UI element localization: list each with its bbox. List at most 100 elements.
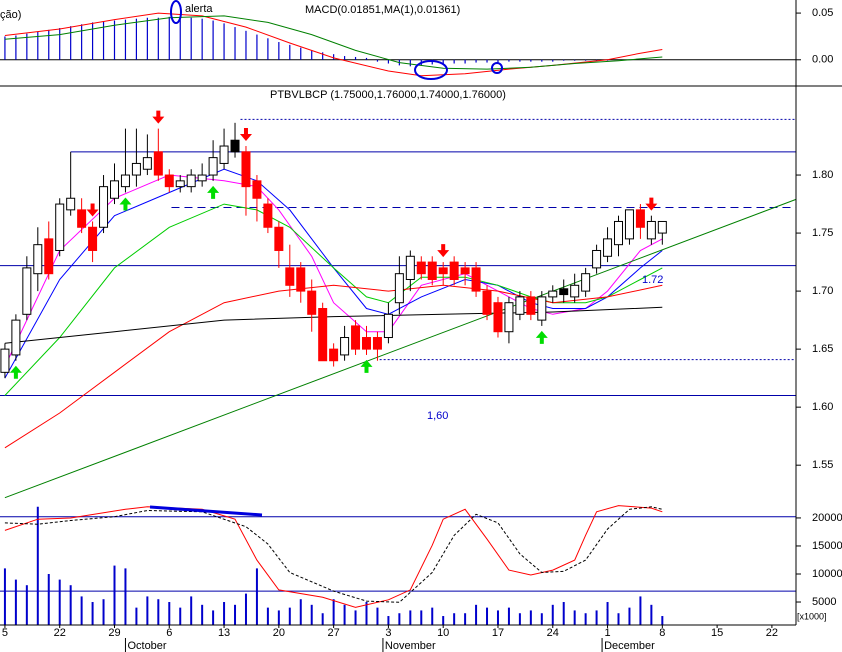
x-tick-label: 6 [166,627,172,639]
candle-body [482,290,492,315]
candle-body [66,197,76,211]
candle-body [208,157,218,176]
sell-arrow [437,244,450,258]
candle-body [164,174,174,188]
candle-body [55,203,65,251]
month-label: December [604,640,655,652]
x-tick-label: 15 [711,627,723,639]
buy-arrow [119,197,132,211]
candle-body [109,180,119,199]
candle-body [175,180,185,188]
x-tick-label: 27 [328,627,340,639]
candle-body [493,302,503,333]
candle-body [285,267,295,286]
candle-body [460,267,470,275]
candle-body [515,296,525,315]
candle-body [537,296,547,321]
candle-body [274,226,284,251]
sell-arrow [645,197,658,211]
candle-body [559,288,569,296]
candle-body [296,267,306,292]
candle-body [77,209,87,228]
candle-body [570,284,580,298]
indicator-line [4,15,663,70]
annotation: 1.72 [642,274,663,286]
annotation: ção) [0,9,21,21]
indicator-line [4,284,663,449]
candle-body [88,226,98,251]
candle-body [504,302,514,333]
x-tick-label: 13 [218,627,230,639]
candle-body [219,145,229,164]
indicator-line [4,203,663,396]
y-tick-label: 1.80 [812,169,833,181]
x-tick-label: 20 [273,627,285,639]
indicator-line [4,198,797,499]
candle-body [427,261,437,280]
candle-body [361,337,371,350]
price-title: PTBVLBCP (1.75000,1.76000,1.74000,1.7600… [270,89,506,101]
candle-body [197,174,207,182]
x-tick-label: 17 [492,627,504,639]
candle-body [99,186,109,228]
candle-body [581,273,591,292]
buy-arrow [535,330,548,344]
candle-body [120,174,130,188]
candle-body [471,267,481,292]
y-tick-label: 1.70 [812,285,833,297]
macd-title: MACD(0.01851,MA(1),0.01361) [305,4,460,16]
candle-body [646,220,656,240]
indicator-line [4,506,663,603]
circle-mark [414,60,448,80]
candle-body [307,290,317,315]
candle-body [372,337,382,350]
candle-body [635,209,645,228]
x-tick-label: 29 [108,627,120,639]
divergence-line [149,505,263,517]
candle-body [153,151,163,176]
circle-mark [491,62,503,74]
buy-arrow [207,185,220,199]
sell-arrow [86,203,99,217]
indicator-line [4,306,663,344]
x-tick-label: 22 [54,627,66,639]
candle-body [44,238,54,275]
candle-body [131,162,141,176]
candle-body [592,249,602,269]
candle-body [340,337,350,356]
y-tick-label: 5000 [812,596,836,608]
candle-body [416,261,426,275]
buy-arrow [9,365,22,379]
candle-body [526,296,536,315]
x-tick-label: 1 [604,627,610,639]
annotation: 1,60 [427,410,448,422]
x-tick-label: 10 [437,627,449,639]
candle-body [548,290,558,298]
y-tick-label: 0.00 [812,54,833,66]
candle-body [438,267,448,275]
x-tick-label: 22 [766,627,778,639]
y-tick-label: 0.05 [812,7,833,19]
indicator-line [4,174,663,367]
candle-body [351,325,361,350]
x-tick-label: 8 [659,627,665,639]
y-tick-label: 1.65 [812,343,833,355]
month-label: November [385,640,436,652]
candle-body [22,267,32,315]
candle-body [142,157,152,170]
candle-body [33,244,43,275]
plot-area: 0.050.001.801.751.701.651.601.5520000150… [0,7,842,652]
candle-body [241,151,251,188]
y-tick-label: 1.60 [812,401,833,413]
x-tick-label: 24 [547,627,559,639]
candle-body [230,139,240,153]
candle-body [329,348,339,362]
month-label: October [127,640,166,652]
hand-drawn-marks [149,0,503,517]
x-tick-label: 3 [385,627,391,639]
sell-arrow [152,110,165,124]
unit-label: [x1000] [797,611,827,621]
candle-body [11,319,21,356]
candle-body [186,174,196,188]
